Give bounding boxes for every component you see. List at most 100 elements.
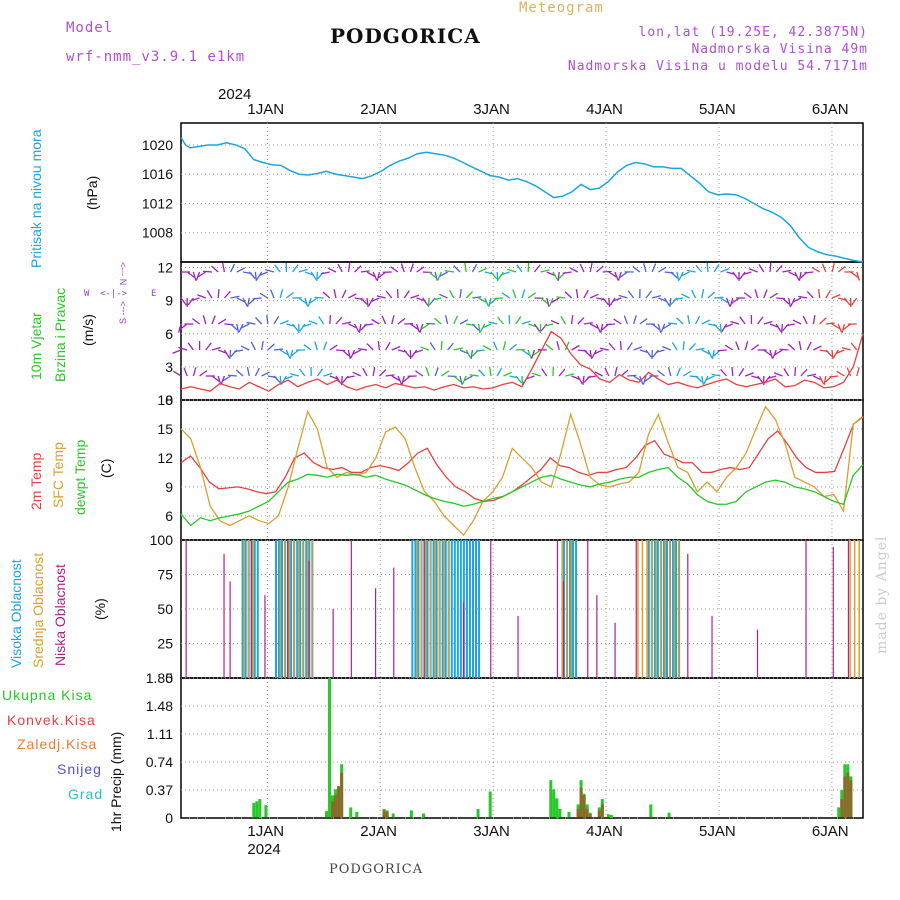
wind-arrow — [285, 349, 291, 359]
high-cloud-bar — [656, 540, 659, 678]
mid-cloud-bar — [425, 540, 427, 678]
wind-arrow — [246, 297, 250, 307]
wind-arrow — [570, 314, 574, 325]
wind-arrow — [246, 367, 250, 377]
high-cloud-bar — [475, 540, 478, 678]
high-cloud-bar — [277, 540, 280, 678]
wind-arrow — [531, 349, 536, 359]
wind-arrow — [173, 370, 182, 377]
wind-arrow — [342, 321, 352, 325]
wind-arrow — [250, 341, 256, 351]
wind-arrow — [414, 349, 424, 354]
wind-arrow — [837, 265, 846, 273]
mid-cloud-bar — [252, 540, 254, 678]
wind-arrow — [347, 349, 351, 359]
wind-arrow — [751, 344, 759, 351]
precip-total-bar — [355, 811, 359, 818]
wind-arrow — [381, 315, 387, 325]
low-cloud-bar — [614, 622, 616, 678]
precip-total-bar — [409, 810, 413, 818]
wind-arrow — [366, 297, 369, 308]
wind-arrow — [599, 347, 609, 351]
low-cloud-bar — [223, 553, 225, 678]
wind-arrow — [800, 368, 808, 377]
y-tick-label: 0 — [165, 810, 173, 826]
wind-arrow — [787, 343, 796, 351]
wind-arrow — [589, 293, 599, 299]
wind-arrow — [701, 349, 711, 355]
y-tick-label: 9 — [165, 479, 173, 495]
wind-arrow — [691, 289, 697, 299]
wind-arrow — [421, 323, 430, 330]
wind-arrow — [850, 271, 859, 278]
wind-arrow — [806, 341, 812, 351]
precip-convective-bar — [337, 786, 341, 818]
high-cloud-bar — [568, 540, 571, 678]
footer-station: PODGORICA — [329, 862, 424, 877]
high-cloud-bar — [653, 540, 656, 678]
wind-arrow — [676, 317, 684, 325]
wind-arrow — [515, 316, 522, 325]
wind-arrow — [333, 289, 337, 299]
wind-arrow — [701, 289, 705, 299]
wind-arrow — [432, 297, 442, 301]
wind-arrow — [236, 323, 240, 333]
wind-arrow — [763, 320, 773, 325]
wind-arrow — [507, 268, 517, 273]
precip-total-bar — [609, 814, 613, 818]
high-cloud-bar — [459, 540, 462, 678]
wind-arrow — [626, 342, 633, 351]
high-cloud-bar — [290, 540, 293, 678]
wind-arrow — [825, 289, 831, 299]
wind-arrow — [236, 267, 246, 273]
wind-arrow — [841, 323, 846, 333]
precip-convective-bar — [579, 787, 583, 818]
wind-arrow — [562, 271, 572, 275]
wind-arrow — [378, 369, 387, 377]
mid-cloud-bar — [858, 540, 860, 678]
low-cloud-bar — [832, 546, 834, 678]
y-tick-label: 0.74 — [146, 754, 173, 770]
bottom-day-label: 1JAN — [247, 823, 284, 840]
low-cloud-bar — [556, 540, 559, 678]
wind-arrow — [798, 271, 802, 281]
wind-arrow — [419, 323, 424, 333]
high-cloud-bar — [414, 540, 417, 678]
wind-arrow — [254, 367, 260, 377]
wind-arrow — [289, 349, 294, 359]
wind-arrow — [642, 375, 647, 385]
panel-frame-pressure — [180, 122, 864, 263]
wind-arrow — [717, 349, 727, 352]
wind-arrow — [780, 323, 784, 334]
low-cloud-bar — [423, 540, 425, 678]
wind-arrow — [437, 271, 442, 281]
wind-arrow — [713, 264, 720, 273]
wind-arrow — [299, 323, 306, 332]
wind-arrow — [197, 294, 207, 299]
wind-arrow — [477, 369, 486, 377]
high-cloud-bar — [468, 540, 471, 678]
wind-arrow — [594, 349, 603, 355]
wind-arrow — [465, 291, 474, 299]
low-cloud-bar — [229, 581, 231, 678]
wind-arrow — [223, 290, 231, 299]
wind-arrow — [527, 349, 532, 359]
wind-arrow — [471, 263, 478, 273]
wind-arrow — [202, 270, 213, 273]
wind-arrow — [298, 268, 308, 273]
wind-arrow — [546, 297, 550, 307]
wind-arrow — [669, 297, 672, 308]
wind-arrow — [453, 265, 461, 273]
precip-total-bar — [552, 789, 556, 818]
wind-arrow — [724, 344, 734, 351]
wind-arrow — [730, 320, 740, 325]
wind-arrow — [341, 349, 350, 357]
wind-arrow — [308, 320, 318, 325]
precip-convective-bar — [843, 776, 847, 818]
wind-arrow — [565, 373, 575, 377]
mid-cloud-bar — [678, 540, 680, 678]
wind-arrow — [614, 367, 618, 377]
high-cloud-bar — [672, 540, 675, 678]
wind-arrow — [217, 288, 220, 299]
low-cloud-bar — [687, 553, 689, 678]
